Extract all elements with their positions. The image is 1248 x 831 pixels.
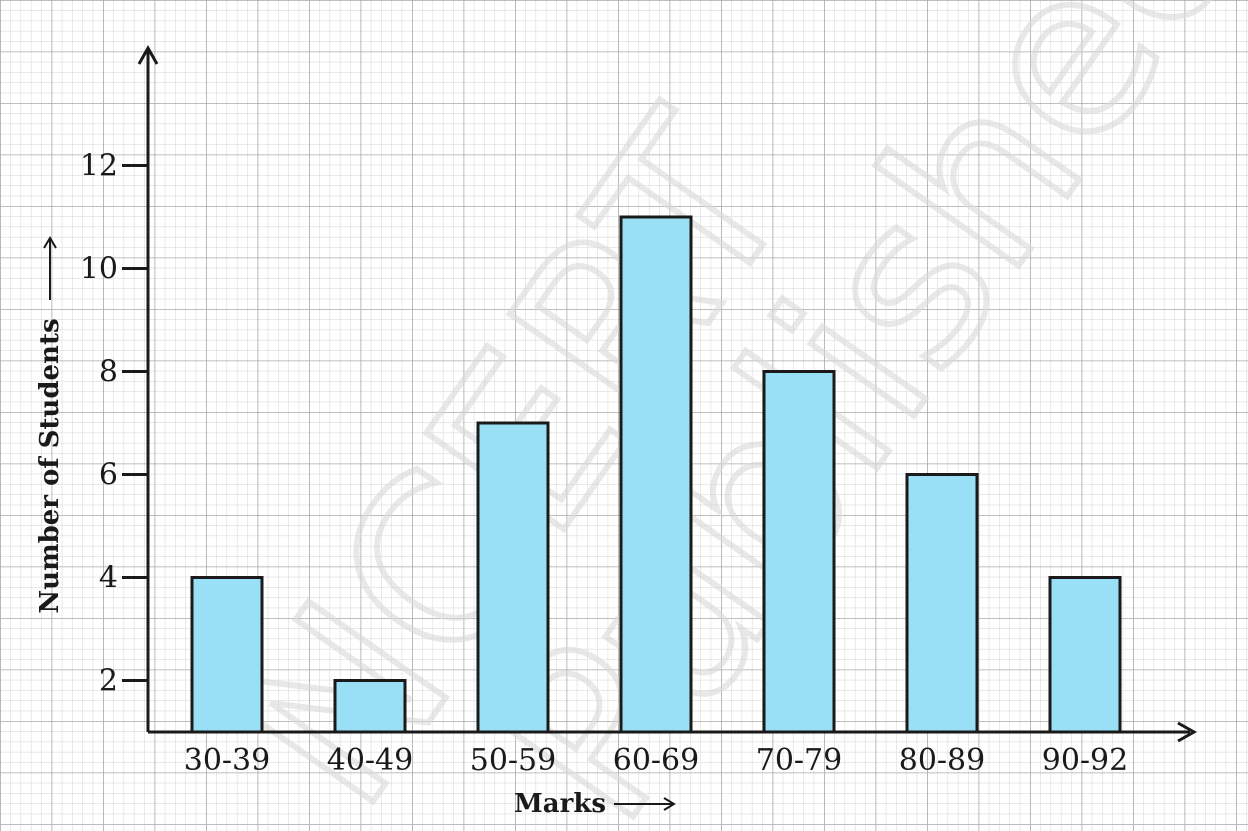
bar-60-69 <box>619 215 693 734</box>
x-axis-ticks: 30-39 40-49 50-59 60-69 70-79 80-89 90-92 <box>184 743 1128 778</box>
y-tick-label-2: 2 <box>99 664 118 699</box>
x-tick-label-70-79: 70-79 <box>756 743 842 778</box>
y-axis-ticks: 2 4 6 8 10 12 <box>80 149 148 699</box>
x-axis-arrowhead <box>1177 721 1198 743</box>
y-tick-label-10: 10 <box>80 252 118 287</box>
bar-70-79 <box>762 370 836 734</box>
x-tick-label-50-59: 50-59 <box>470 743 556 778</box>
x-axis-title: Marks <box>514 789 606 819</box>
y-axis-arrowhead <box>137 44 159 65</box>
x-tick-label-30-39: 30-39 <box>184 743 270 778</box>
x-tick-label-80-89: 80-89 <box>899 743 985 778</box>
x-tick-label-60-69: 60-69 <box>613 743 699 778</box>
x-tick-label-40-49: 40-49 <box>327 743 413 778</box>
bar-80-89 <box>905 473 979 734</box>
y-axis-title: Number of Students <box>35 318 65 613</box>
bar-50-59 <box>476 421 550 734</box>
y-tick-label-8: 8 <box>99 355 118 390</box>
bar-90-92 <box>1048 576 1122 734</box>
x-axis-title-arrow <box>614 797 676 811</box>
axes <box>137 44 1198 743</box>
y-tick-label-12: 12 <box>80 149 118 184</box>
bar-30-39 <box>190 576 264 734</box>
bar-40-49 <box>333 679 407 734</box>
y-tick-label-6: 6 <box>99 458 118 493</box>
y-tick-label-4: 4 <box>99 561 118 596</box>
y-axis-title-arrow <box>43 236 57 300</box>
x-tick-label-90-92: 90-92 <box>1042 743 1128 778</box>
bars <box>190 215 1122 734</box>
